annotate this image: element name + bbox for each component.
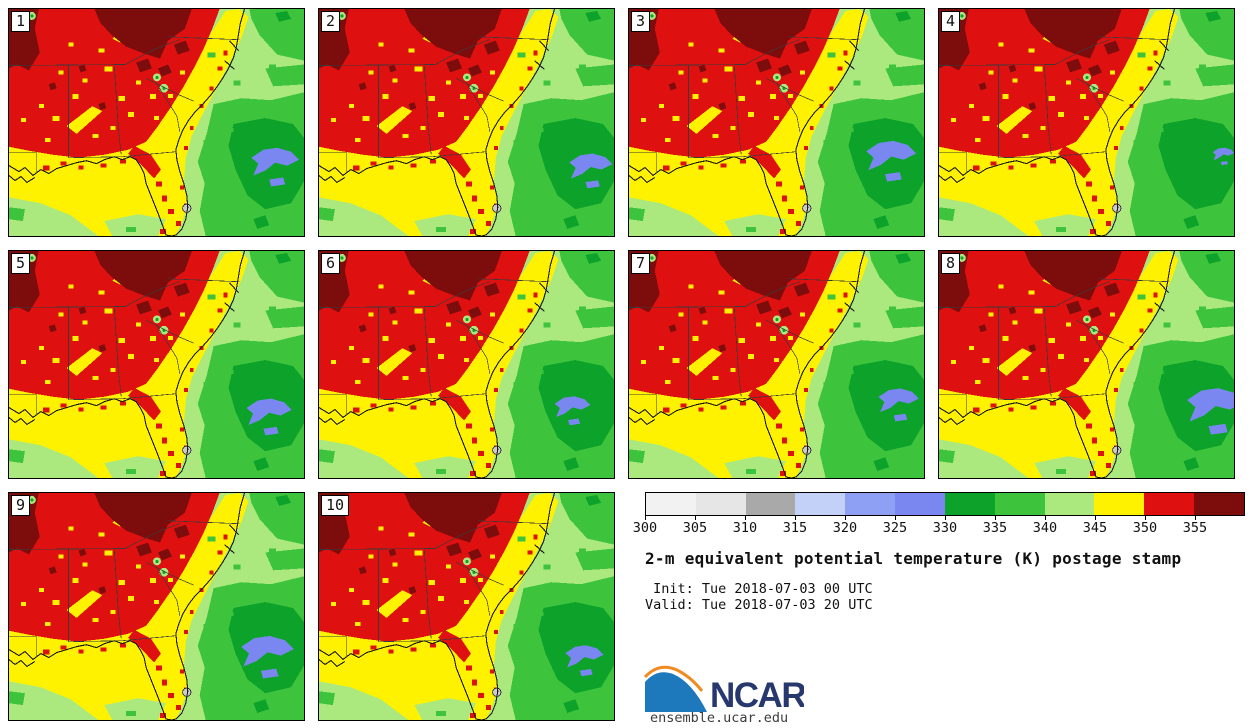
colorbar-tick [1045, 516, 1046, 520]
colorbar-segment [1144, 493, 1195, 515]
plot-title: 2-m equivalent potential temperature (K)… [645, 549, 1182, 568]
panel-number: 2 [326, 12, 336, 30]
panel-number: 9 [16, 496, 26, 514]
colorbar-tick [1095, 516, 1096, 520]
ncar-logo: NCAR [643, 665, 808, 717]
colorbar-segment [1194, 493, 1244, 515]
colorbar-segment [745, 493, 796, 515]
panel-number-badge: 4 [941, 11, 961, 32]
colorbar-tick [1195, 516, 1196, 520]
panel-number: 7 [636, 254, 646, 272]
panel-number: 8 [946, 254, 956, 272]
theta-e-map [9, 251, 304, 478]
colorbar-tick-label: 315 [782, 520, 808, 536]
panel-number-badge: 5 [11, 253, 31, 274]
theta-e-map [939, 9, 1234, 236]
colorbar-tick-label: 300 [632, 520, 658, 536]
colorbar-tick-label: 305 [682, 520, 708, 536]
logo-orange-arc-icon [643, 665, 704, 692]
panel-number: 3 [636, 12, 646, 30]
valid-time: Valid: Tue 2018-07-03 20 UTC [645, 597, 873, 613]
colorbar-segment [795, 493, 846, 515]
ensemble-panel-2: 2 [318, 8, 615, 237]
colorbar-tick-label: 350 [1132, 520, 1158, 536]
panel-number-badge: 3 [631, 11, 651, 32]
panel-number-badge: 2 [321, 11, 341, 32]
colorbar-tick [695, 516, 696, 520]
panel-number-badge: 9 [11, 495, 31, 516]
colorbar-tick [645, 516, 646, 520]
theta-e-map [319, 251, 614, 478]
colorbar [645, 492, 1245, 516]
colorbar-tick [895, 516, 896, 520]
panel-number: 6 [326, 254, 336, 272]
ensemble-panel-1: 1 [8, 8, 305, 237]
panel-number: 5 [16, 254, 26, 272]
colorbar-segment [1094, 493, 1145, 515]
theta-e-map [9, 9, 304, 236]
theta-e-map [629, 251, 924, 478]
ensemble-panel-10: 10 [318, 492, 615, 721]
colorbar-tick [795, 516, 796, 520]
panel-number-badge: 6 [321, 253, 341, 274]
colorbar-tick [995, 516, 996, 520]
colorbar-segment [695, 493, 746, 515]
colorbar-tick-label: 330 [932, 520, 958, 536]
panel-number: 4 [946, 12, 956, 30]
colorbar-tick-label: 345 [1082, 520, 1108, 536]
colorbar-tick-label: 310 [732, 520, 758, 536]
colorbar-segment [994, 493, 1045, 515]
init-time: Init: Tue 2018-07-03 00 UTC [645, 581, 873, 597]
colorbar-tick-label: 335 [982, 520, 1008, 536]
ensemble-panel-6: 6 [318, 250, 615, 479]
colorbar-tick-label: 320 [832, 520, 858, 536]
panel-number: 10 [326, 496, 345, 514]
theta-e-map [319, 9, 614, 236]
panel-number-badge: 10 [321, 495, 350, 516]
ensemble-panel-9: 9 [8, 492, 305, 721]
colorbar-segment [646, 493, 696, 515]
colorbar-segment [895, 493, 945, 515]
ensemble-panel-4: 4 [938, 8, 1235, 237]
colorbar-segment [845, 493, 896, 515]
colorbar-segment [944, 493, 995, 515]
colorbar-tick [845, 516, 846, 520]
colorbar-tick-label: 325 [882, 520, 908, 536]
theta-e-map [939, 251, 1234, 478]
logo-blue-swoosh-icon [645, 672, 707, 712]
colorbar-segment [1044, 493, 1095, 515]
panel-number: 1 [16, 12, 26, 30]
ensemble-panel-5: 5 [8, 250, 305, 479]
panel-number-badge: 7 [631, 253, 651, 274]
theta-e-map [629, 9, 924, 236]
colorbar-tick [745, 516, 746, 520]
panel-number-badge: 1 [11, 11, 31, 32]
panel-number-badge: 8 [941, 253, 961, 274]
ensemble-panel-3: 3 [628, 8, 925, 237]
ensemble-panel-8: 8 [938, 250, 1235, 479]
colorbar-tick-label: 340 [1032, 520, 1058, 536]
colorbar-tick-label: 355 [1182, 520, 1208, 536]
logo-wordmark: NCAR [710, 676, 804, 713]
ensemble-panel-7: 7 [628, 250, 925, 479]
colorbar-tick [1145, 516, 1146, 520]
site-url: ensemble.ucar.edu [650, 710, 789, 726]
theta-e-map [319, 493, 614, 720]
theta-e-map [9, 493, 304, 720]
colorbar-tick [945, 516, 946, 520]
